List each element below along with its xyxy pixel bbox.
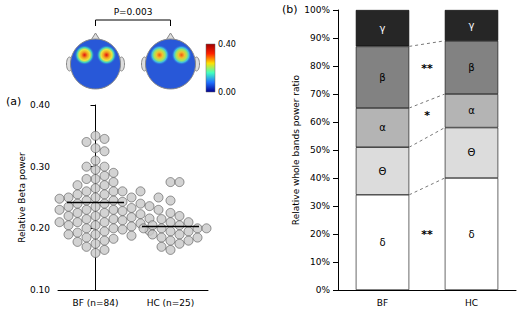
svg-text:(b): (b) — [282, 3, 298, 16]
svg-text:P=0.003: P=0.003 — [114, 7, 153, 17]
svg-text:60%: 60% — [310, 117, 330, 127]
svg-text:γ: γ — [380, 23, 386, 34]
svg-text:HC: HC — [465, 298, 478, 308]
svg-text:0%: 0% — [316, 285, 331, 295]
svg-text:80%: 80% — [310, 61, 330, 71]
svg-text:30%: 30% — [310, 201, 330, 211]
svg-text:β: β — [379, 72, 385, 83]
svg-text:50%: 50% — [310, 145, 330, 155]
svg-text:δ: δ — [468, 229, 474, 240]
svg-text:40%: 40% — [310, 173, 330, 183]
svg-text:Relative whole bands power rat: Relative whole bands power ratio — [291, 74, 301, 225]
svg-text:90%: 90% — [310, 33, 330, 43]
svg-text:Θ: Θ — [468, 147, 476, 158]
svg-text:**: ** — [421, 228, 433, 241]
svg-text:BF: BF — [377, 298, 388, 308]
svg-text:β: β — [468, 62, 474, 73]
svg-text:0.40: 0.40 — [218, 40, 236, 49]
svg-text:α: α — [468, 105, 475, 116]
svg-text:0.10: 0.10 — [30, 285, 50, 295]
svg-text:**: ** — [421, 62, 433, 75]
svg-text:*: * — [424, 109, 430, 122]
svg-text:20%: 20% — [310, 229, 330, 239]
svg-text:10%: 10% — [310, 257, 330, 267]
svg-text:δ: δ — [379, 237, 385, 248]
svg-text:Θ: Θ — [379, 166, 387, 177]
svg-text:HC (n=25): HC (n=25) — [147, 298, 195, 308]
svg-text:0.20: 0.20 — [30, 223, 50, 233]
svg-text:Relative Beta power: Relative Beta power — [17, 152, 27, 243]
svg-text:70%: 70% — [310, 89, 330, 99]
svg-text:0.40: 0.40 — [30, 100, 50, 110]
svg-text:(a): (a) — [6, 95, 21, 108]
svg-text:100%: 100% — [304, 5, 330, 15]
svg-text:BF (n=84): BF (n=84) — [73, 298, 119, 308]
svg-text:0.00: 0.00 — [218, 88, 236, 97]
svg-text:γ: γ — [469, 20, 475, 31]
svg-text:α: α — [379, 122, 386, 133]
svg-text:0.30: 0.30 — [30, 162, 50, 172]
